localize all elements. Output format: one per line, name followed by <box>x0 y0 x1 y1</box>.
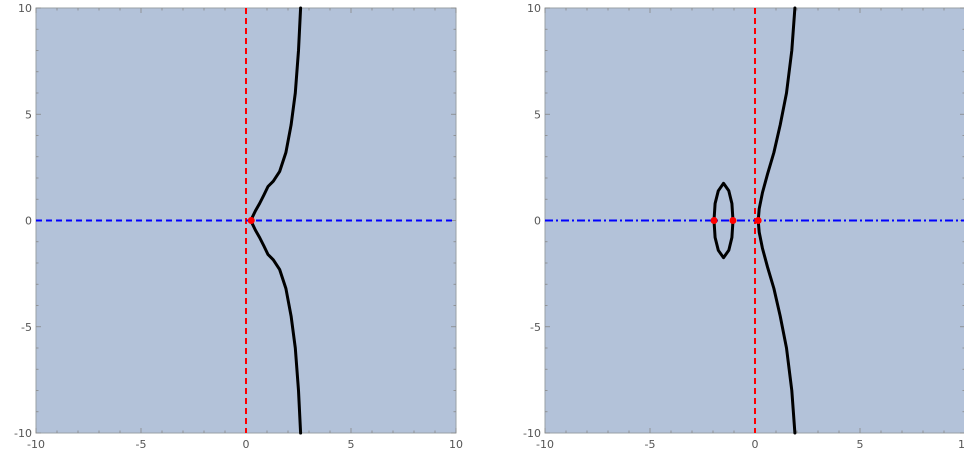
x-tick-label: 5 <box>348 438 355 451</box>
y-tick-label: -10 <box>14 427 32 440</box>
y-tick-label: 0 <box>25 215 32 228</box>
root-point <box>710 217 718 224</box>
root-point <box>729 217 737 224</box>
y-tick-label: -5 <box>21 321 32 334</box>
y-tick-label: 5 <box>25 108 32 121</box>
y-tick-label: 5 <box>534 108 541 121</box>
x-tick-label: 10 <box>449 438 463 451</box>
x-tick-label: 0 <box>752 438 759 451</box>
x-tick-label: -5 <box>136 438 147 451</box>
x-tick-label: 5 <box>857 438 864 451</box>
x-tick-label: -10 <box>27 438 45 451</box>
closed-curve-2 <box>712 181 735 260</box>
y-tick-label: 10 <box>18 2 32 15</box>
x-tick-label: -5 <box>645 438 656 451</box>
y-tick-label: -10 <box>523 427 541 440</box>
y-tick-label: -5 <box>530 321 541 334</box>
x-tick-label: 10 <box>958 438 964 451</box>
plot-panel-2: -10 -5 0 5 10 10 5 0 -5 -10 <box>523 2 964 451</box>
x-tick-label: 0 <box>243 438 250 451</box>
root-point <box>247 217 255 224</box>
root-point <box>754 217 762 224</box>
x-tick-label: -10 <box>536 438 554 451</box>
y-tick-label: 0 <box>534 215 541 228</box>
plot-panel-1: -10 -5 0 5 10 10 5 0 -5 -10 <box>14 2 463 451</box>
y-tick-label: 10 <box>527 2 541 15</box>
